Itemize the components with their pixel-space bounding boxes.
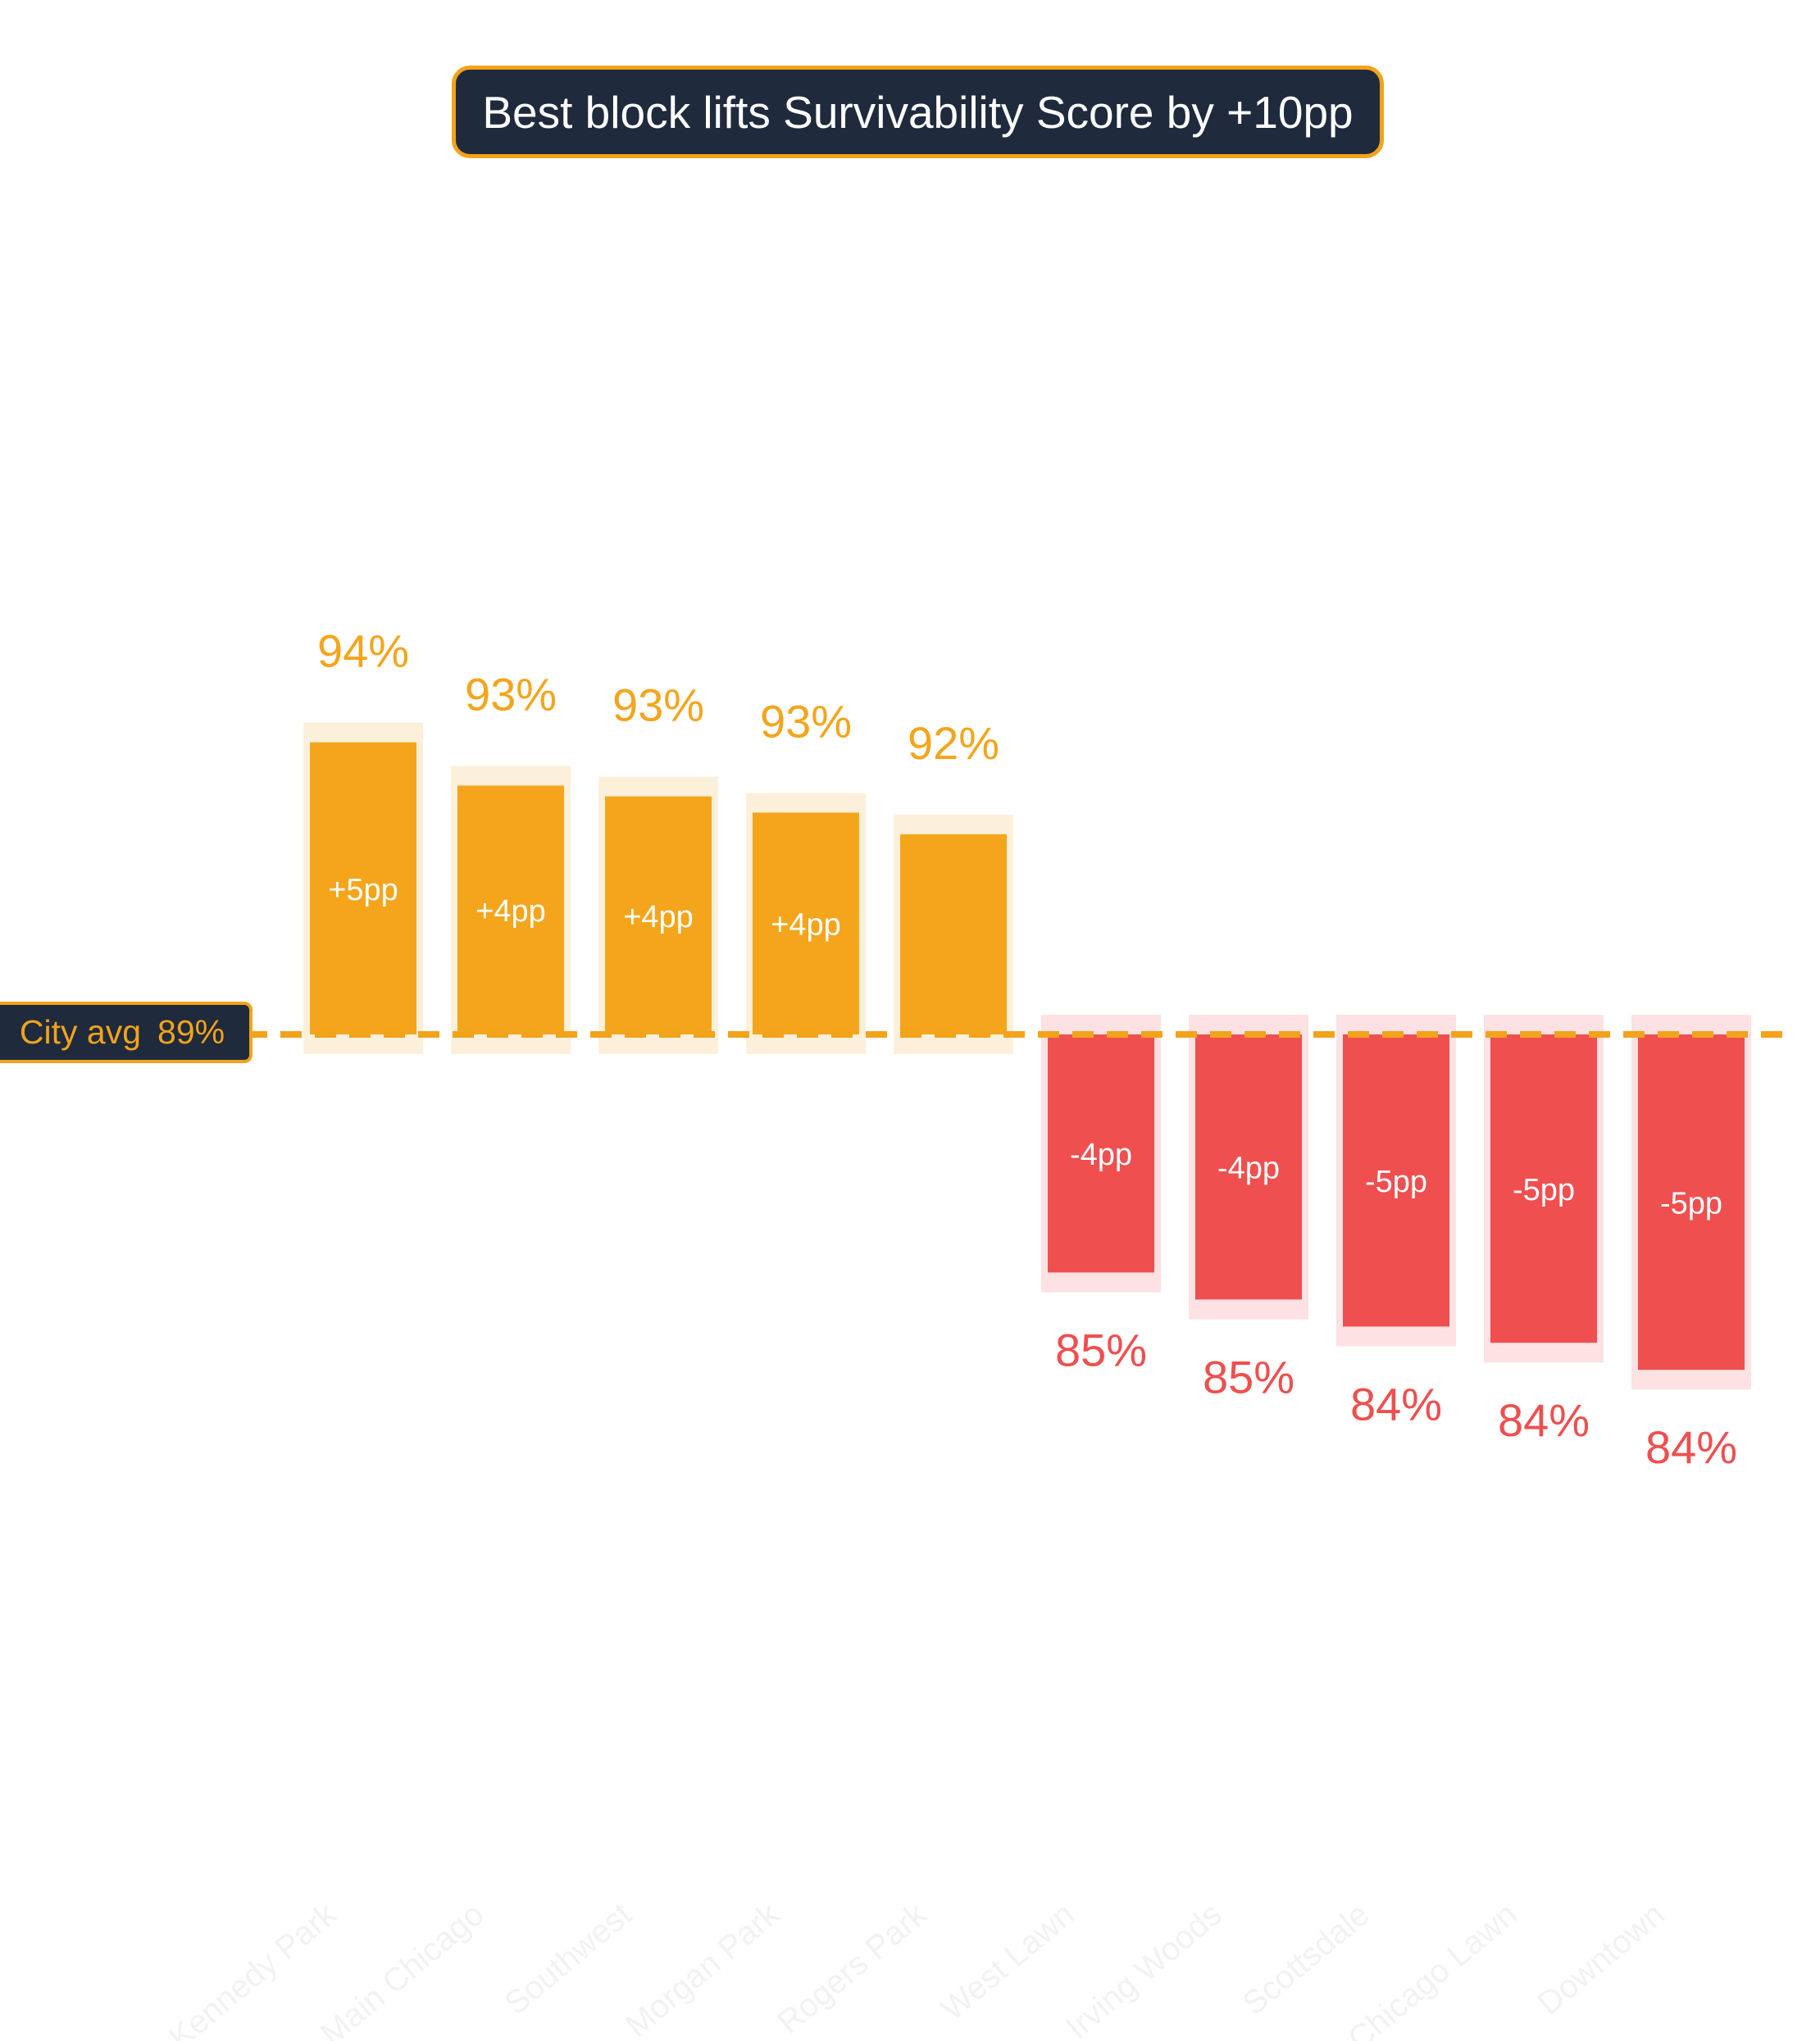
category-label: Kennedy Park xyxy=(162,1896,344,2041)
bar xyxy=(1638,1034,1745,1371)
delta-label: -5pp xyxy=(1660,1187,1722,1221)
value-label: 85% xyxy=(1203,1351,1294,1402)
delta-label: +5pp xyxy=(328,873,398,907)
value-label: 94% xyxy=(317,625,409,677)
bar xyxy=(753,812,859,1034)
reference-label: City avg xyxy=(19,1013,142,1051)
value-label: 84% xyxy=(1645,1421,1737,1473)
category-label: Scottsdale xyxy=(1235,1896,1376,2022)
delta-label: -4pp xyxy=(1217,1152,1280,1186)
category-label: Downtown xyxy=(1531,1896,1671,2022)
category-label: Southwest xyxy=(498,1896,638,2022)
delta-label: -5pp xyxy=(1513,1173,1575,1207)
value-label: 85% xyxy=(1055,1324,1147,1375)
value-label: 84% xyxy=(1498,1394,1590,1446)
bar xyxy=(900,834,1007,1034)
delta-label: +4pp xyxy=(623,900,694,934)
delta-label: +4pp xyxy=(771,908,841,943)
bar xyxy=(605,796,712,1034)
bar xyxy=(1343,1034,1449,1327)
delta-label: -5pp xyxy=(1365,1165,1427,1199)
value-label: 84% xyxy=(1350,1378,1442,1430)
chart-title: Best block lifts Survivability Score by … xyxy=(482,86,1354,138)
chart-title-box: Best block lifts Survivability Score by … xyxy=(452,66,1384,158)
category-label: Rogers Park xyxy=(771,1896,934,2041)
value-label: 93% xyxy=(465,668,557,720)
category-label: Irving Woods xyxy=(1059,1896,1229,2041)
bar xyxy=(1195,1034,1302,1300)
reference-value: 89% xyxy=(157,1013,225,1051)
bar xyxy=(310,742,416,1034)
bar xyxy=(1490,1034,1597,1343)
category-label: Morgan Park xyxy=(619,1896,786,2041)
value-label: 93% xyxy=(760,695,852,747)
bar xyxy=(1048,1034,1154,1273)
value-label: 93% xyxy=(612,680,704,731)
category-label: West Lawn xyxy=(934,1896,1081,2027)
delta-label: -4pp xyxy=(1070,1138,1132,1172)
bar xyxy=(457,785,564,1034)
category-label: Main Chicago xyxy=(314,1896,491,2041)
reference-label-box: City avg 89% xyxy=(0,1002,253,1063)
delta-label: +4pp xyxy=(475,894,546,929)
value-label: 92% xyxy=(908,717,999,769)
